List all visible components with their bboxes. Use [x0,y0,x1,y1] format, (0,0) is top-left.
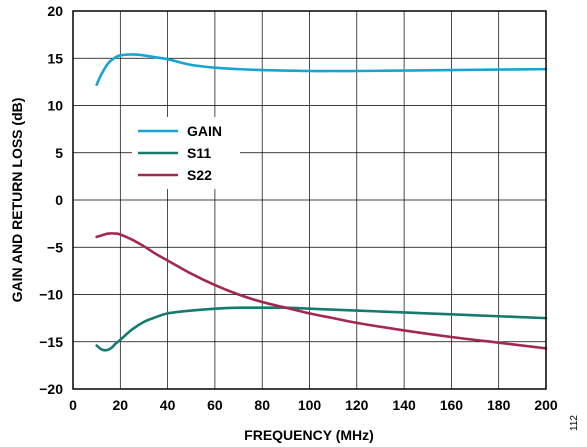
y-tick-label: 20 [47,3,63,19]
y-tick-label: 5 [55,145,63,161]
y-tick-label: −5 [47,239,63,255]
y-tick-label: 0 [55,192,63,208]
x-tick-label: 160 [440,397,464,413]
x-tick-label: 20 [113,397,129,413]
figure-id: 112 [569,415,580,431]
y-tick-label: 10 [47,98,63,114]
x-tick-label: 180 [487,397,511,413]
x-tick-label: 0 [69,397,77,413]
y-tick-label: −15 [39,334,63,350]
x-tick-labels: 0 20 40 60 80 100 120 140 160 180 200 [69,397,558,413]
legend: GAIN S11 S22 [132,117,240,189]
legend-label-s11: S11 [187,145,211,161]
x-tick-label: 200 [534,397,558,413]
series-line-gain [97,54,546,84]
x-tick-label: 40 [160,397,176,413]
y-tick-label: −20 [39,381,63,397]
y-tick-label: −10 [39,287,63,303]
x-tick-label: 60 [207,397,223,413]
series-line-s11 [97,308,546,351]
y-tick-label: 15 [47,50,63,66]
x-axis-label: FREQUENCY (MHz) [244,427,374,443]
series-line-s22 [97,233,546,348]
x-tick-label: 80 [254,397,270,413]
x-tick-label: 140 [392,397,416,413]
legend-label-s22: S22 [187,167,212,183]
series-lines [97,54,546,350]
x-tick-label: 120 [345,397,369,413]
x-tick-label: 100 [298,397,322,413]
y-tick-labels: −20 −15 −10 −5 0 5 10 15 20 [39,3,63,397]
y-axis-label: GAIN AND RETURN LOSS (dB) [9,98,25,303]
legend-label-gain: GAIN [187,123,222,139]
grid [73,11,546,389]
